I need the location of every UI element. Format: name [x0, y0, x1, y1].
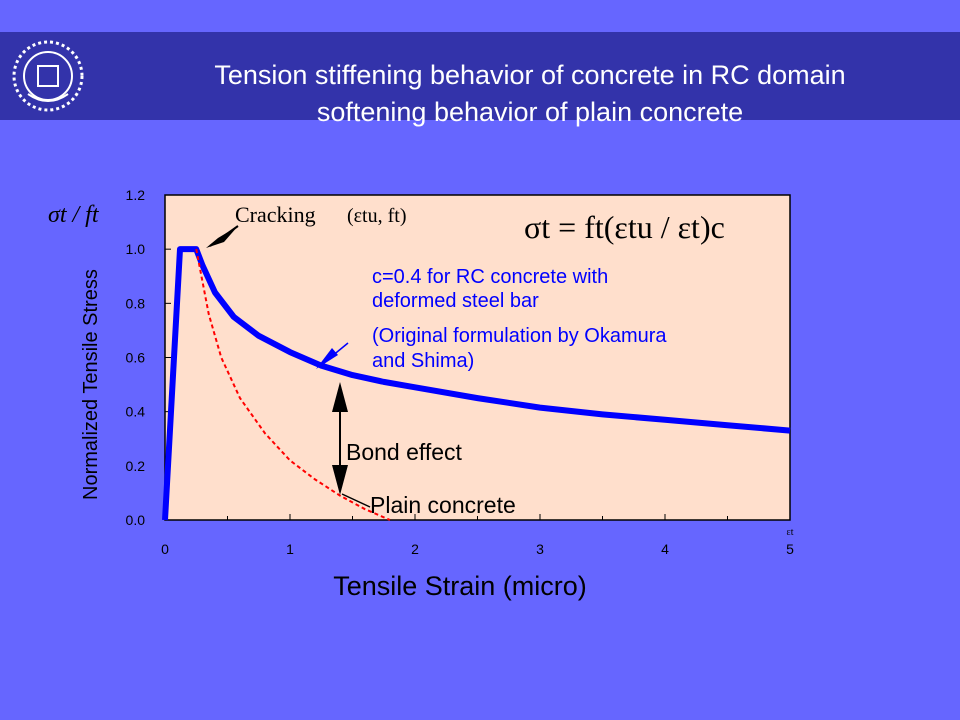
blue-note-line-1: c=0.4 for RC concrete with — [372, 266, 608, 288]
plain-concrete-curve — [195, 248, 391, 521]
cracking-arrow-shaft — [209, 225, 239, 247]
x-tick-label: 3 — [536, 541, 544, 557]
x-axis-end-symbol: εt — [787, 527, 794, 538]
x-tick-label: 4 — [661, 541, 669, 557]
cracking-label: Cracking — [235, 202, 316, 227]
y-axis-symbol: σt / ft — [48, 202, 100, 228]
y-tick-label: 1.2 — [126, 187, 146, 203]
y-tick-label: 0.2 — [126, 458, 146, 474]
plain-concrete-label: Plain concrete — [370, 492, 516, 518]
bond-effect-label: Bond effect — [346, 439, 463, 465]
bond-arrow-down-head — [332, 465, 348, 495]
y-tick-label: 0.8 — [126, 295, 146, 311]
blue-note-line-3: (Original formulation by Okamura — [372, 325, 667, 347]
blue-note-line-4: and Shima) — [372, 350, 474, 372]
y-tick-label: 0.6 — [126, 350, 146, 366]
y-tick-label: 1.0 — [126, 241, 146, 257]
x-tick-label: 1 — [286, 541, 294, 557]
x-axis-label: Tensile Strain (micro) — [333, 571, 587, 601]
slide-title-line-1: Tension stiffening behavior of concrete … — [214, 60, 846, 90]
y-axis-label: Normalized Tensile Stress — [80, 269, 102, 500]
bond-arrow-up-head — [332, 382, 348, 412]
slide-title-line-2: softening behavior of plain concrete — [316, 97, 744, 127]
cracking-args: (εtu, ft) — [347, 205, 407, 227]
x-tick-label: 0 — [161, 541, 169, 557]
y-tick-label: 0.4 — [126, 404, 146, 420]
blue-note-line-2: deformed steel bar — [372, 290, 539, 312]
university-emblem-icon — [12, 40, 84, 112]
blue-note-arrowhead — [316, 348, 338, 369]
x-tick-label: 2 — [411, 541, 419, 557]
x-tick-label: 5 — [786, 541, 794, 557]
formula: σt = ft(εtu / εt)c — [524, 209, 725, 245]
plain-concrete-pointer — [341, 493, 371, 508]
plot-area — [164, 194, 791, 521]
rc-concrete-curve — [162, 246, 791, 521]
y-tick-label: 0.0 — [126, 512, 146, 528]
title-banner — [0, 32, 960, 120]
